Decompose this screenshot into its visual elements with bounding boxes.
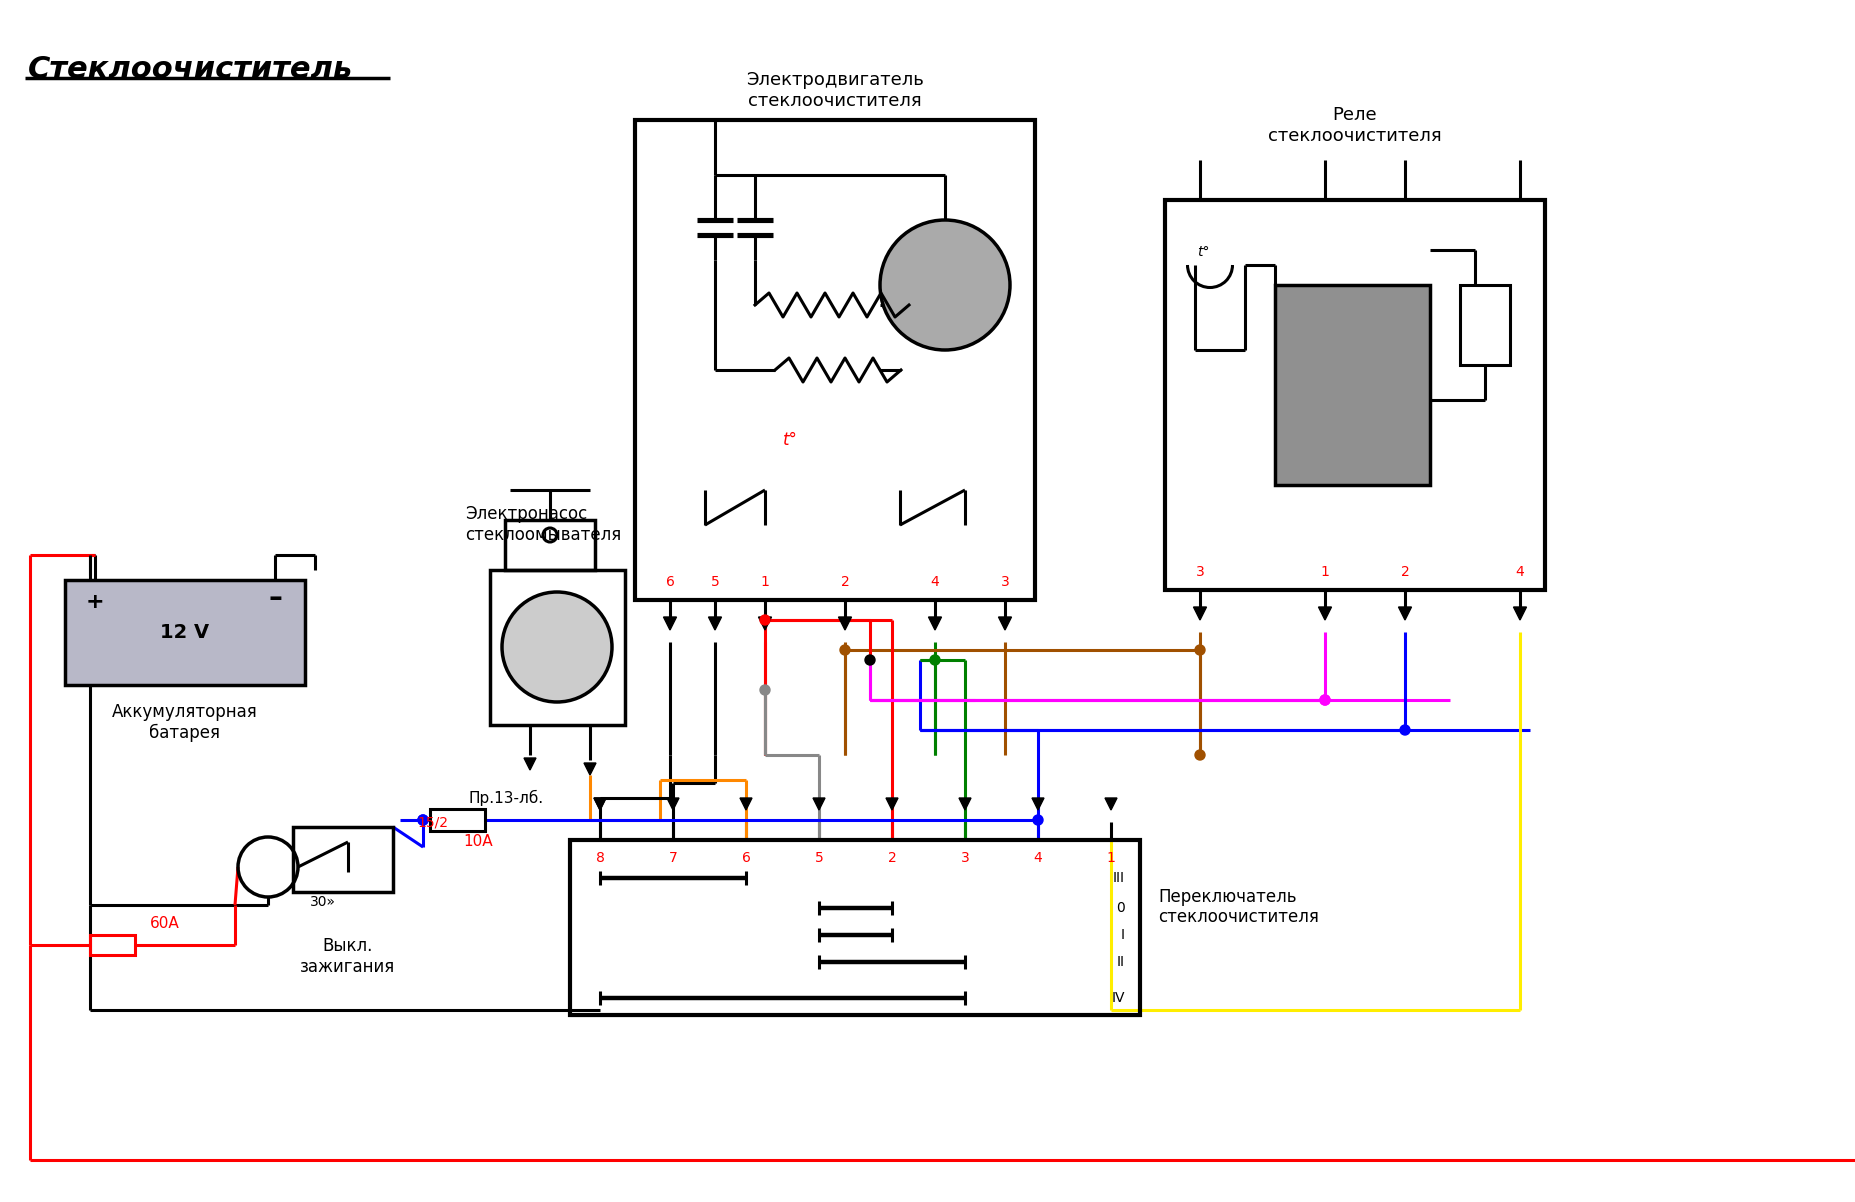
Text: Пр.13-лб.: Пр.13-лб. <box>467 790 544 807</box>
Text: 2: 2 <box>840 575 850 589</box>
Text: –: – <box>269 584 282 612</box>
Bar <box>430 809 484 831</box>
Polygon shape <box>1399 607 1412 620</box>
Circle shape <box>1033 815 1043 825</box>
Polygon shape <box>1193 607 1206 620</box>
Text: t°: t° <box>783 432 798 450</box>
Text: 12 V: 12 V <box>160 623 210 642</box>
Polygon shape <box>594 798 607 810</box>
Text: I: I <box>1120 928 1124 942</box>
Text: 30»: 30» <box>310 895 336 909</box>
Text: 3: 3 <box>1196 565 1204 579</box>
Text: Реле
стеклоочистителя: Реле стеклоочистителя <box>1269 106 1441 145</box>
Bar <box>490 570 625 725</box>
Text: Электродвигатель
стеклоочистителя: Электродвигатель стеклоочистителя <box>746 71 924 111</box>
Polygon shape <box>740 798 751 810</box>
Text: 7: 7 <box>668 851 677 865</box>
Text: 4: 4 <box>931 575 939 589</box>
Polygon shape <box>929 617 942 630</box>
Text: 2: 2 <box>1401 565 1410 579</box>
Text: 60А: 60А <box>150 916 180 930</box>
Polygon shape <box>594 798 607 810</box>
Bar <box>1460 285 1510 365</box>
Text: IV: IV <box>1111 990 1124 1005</box>
Text: 6: 6 <box>666 575 675 589</box>
Text: 5: 5 <box>814 851 824 865</box>
Text: 15/2: 15/2 <box>417 815 449 829</box>
Polygon shape <box>709 617 722 630</box>
Text: Переключатель
стеклоочистителя: Переключатель стеклоочистителя <box>1158 887 1319 927</box>
Polygon shape <box>1106 798 1117 810</box>
Text: 1: 1 <box>1107 851 1115 865</box>
Polygon shape <box>668 798 679 810</box>
Polygon shape <box>998 617 1011 630</box>
Circle shape <box>1401 725 1410 734</box>
Circle shape <box>840 645 850 655</box>
Text: 6: 6 <box>742 851 751 865</box>
Circle shape <box>1321 695 1330 706</box>
Text: II: II <box>1117 956 1124 969</box>
Polygon shape <box>838 617 851 630</box>
Text: 1: 1 <box>761 575 770 589</box>
Text: 4: 4 <box>1516 565 1525 579</box>
Text: 5: 5 <box>710 575 720 589</box>
Bar <box>293 827 393 892</box>
Polygon shape <box>1031 798 1044 810</box>
Circle shape <box>417 815 429 825</box>
Text: +: + <box>85 593 104 612</box>
Bar <box>505 520 595 570</box>
Circle shape <box>929 655 940 665</box>
Text: 0: 0 <box>1117 902 1124 915</box>
Circle shape <box>1321 695 1330 706</box>
Text: 1: 1 <box>1321 565 1330 579</box>
Circle shape <box>1195 645 1206 655</box>
Circle shape <box>761 685 770 695</box>
Polygon shape <box>812 798 825 810</box>
Text: t°: t° <box>1196 245 1209 258</box>
Text: 10А: 10А <box>464 834 493 850</box>
Circle shape <box>417 815 429 825</box>
Circle shape <box>879 220 1009 350</box>
Bar <box>1274 285 1430 484</box>
Bar <box>569 840 1141 1014</box>
Circle shape <box>864 655 876 665</box>
Text: 3: 3 <box>961 851 970 865</box>
Bar <box>1165 200 1545 590</box>
Text: 8: 8 <box>595 851 605 865</box>
Polygon shape <box>664 617 677 630</box>
Polygon shape <box>959 798 970 810</box>
Text: Выкл.
зажигания: Выкл. зажигания <box>301 938 395 976</box>
Polygon shape <box>1319 607 1332 620</box>
Text: 3: 3 <box>1000 575 1009 589</box>
Bar <box>634 120 1035 600</box>
Polygon shape <box>759 617 772 630</box>
Text: 4: 4 <box>1033 851 1043 865</box>
Text: Электронасос
стеклоомывателя: Электронасос стеклоомывателя <box>466 505 621 543</box>
Bar <box>91 935 135 956</box>
Polygon shape <box>584 763 595 775</box>
Text: 2: 2 <box>889 851 896 865</box>
Polygon shape <box>1514 607 1527 620</box>
Text: III: III <box>1113 871 1124 885</box>
Polygon shape <box>523 758 536 770</box>
Circle shape <box>1195 750 1206 760</box>
Text: Аккумуляторная
батарея: Аккумуляторная батарея <box>111 703 258 742</box>
Polygon shape <box>887 798 898 810</box>
Circle shape <box>503 593 612 702</box>
Circle shape <box>761 615 770 625</box>
Bar <box>65 581 304 685</box>
Text: Стеклоочиститель: Стеклоочиститель <box>28 55 352 84</box>
